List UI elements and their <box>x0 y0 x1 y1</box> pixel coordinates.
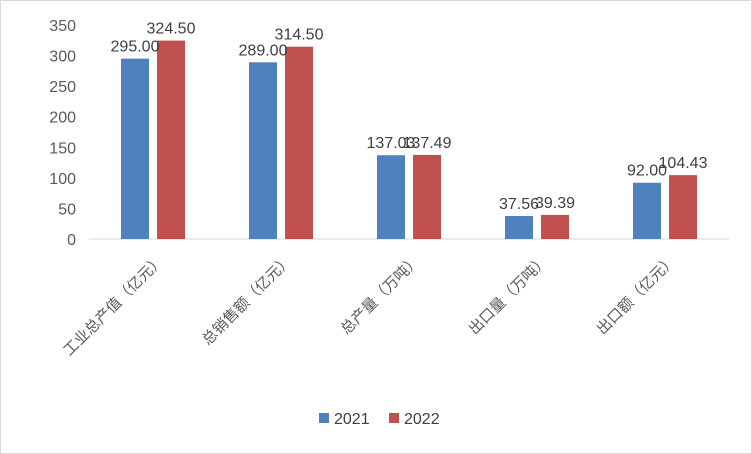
category-label: 总产量（万吨） <box>337 251 424 338</box>
bars <box>121 40 697 239</box>
data-label-2022-4: 104.43 <box>659 155 708 172</box>
legend-swatch-2022 <box>389 413 399 423</box>
bar-2022-1 <box>285 46 313 239</box>
data-label-2022-3: 39.39 <box>535 195 575 212</box>
y-tick-label: 0 <box>67 232 76 249</box>
bar-2021-4 <box>633 182 661 239</box>
y-tick-label: 350 <box>49 18 76 35</box>
y-tick-label: 250 <box>49 79 76 96</box>
data-label-2021-1: 289.00 <box>239 42 288 59</box>
data-label-2021-0: 295.00 <box>111 39 160 56</box>
bar-2022-0 <box>157 40 185 239</box>
bar-2022-3 <box>541 214 569 239</box>
bar-2022-4 <box>669 175 697 239</box>
bar-2021-3 <box>505 216 533 239</box>
data-label-2022-2: 137.49 <box>403 135 452 152</box>
data-label-2021-4: 92.00 <box>627 163 667 180</box>
legend: 2021 2022 <box>319 411 440 428</box>
y-tick-label: 100 <box>49 171 76 188</box>
category-label: 总销售额（亿元） <box>198 251 296 349</box>
category-labels: 工业总产值（亿元） 总销售额（亿元） 总产量（万吨） 出口量（万吨） 出口额（亿元） <box>60 251 680 359</box>
data-label-2021-3: 37.56 <box>499 196 539 213</box>
bar-2021-2 <box>377 155 405 239</box>
y-axis: 0 50 100 150 200 250 300 350 <box>49 18 76 249</box>
y-tick-label: 200 <box>49 110 76 127</box>
bar-2021-1 <box>249 62 277 239</box>
y-tick-label: 150 <box>49 140 76 157</box>
y-tick-label: 300 <box>49 49 76 66</box>
legend-swatch-2021 <box>319 413 329 423</box>
data-label-2022-0: 324.50 <box>147 21 196 38</box>
data-label-2022-1: 314.50 <box>275 27 324 44</box>
category-label: 工业总产值（亿元） <box>60 251 168 359</box>
legend-label-2022: 2022 <box>404 411 440 428</box>
category-label: 出口额（亿元） <box>593 251 680 338</box>
bar-2022-2 <box>413 154 441 239</box>
data-label-2021-2: 137.03 <box>367 135 416 152</box>
bar-2021-0 <box>121 58 149 239</box>
y-tick-label: 50 <box>58 201 76 218</box>
category-label: 出口量（万吨） <box>465 251 552 338</box>
legend-label-2021: 2021 <box>334 411 370 428</box>
